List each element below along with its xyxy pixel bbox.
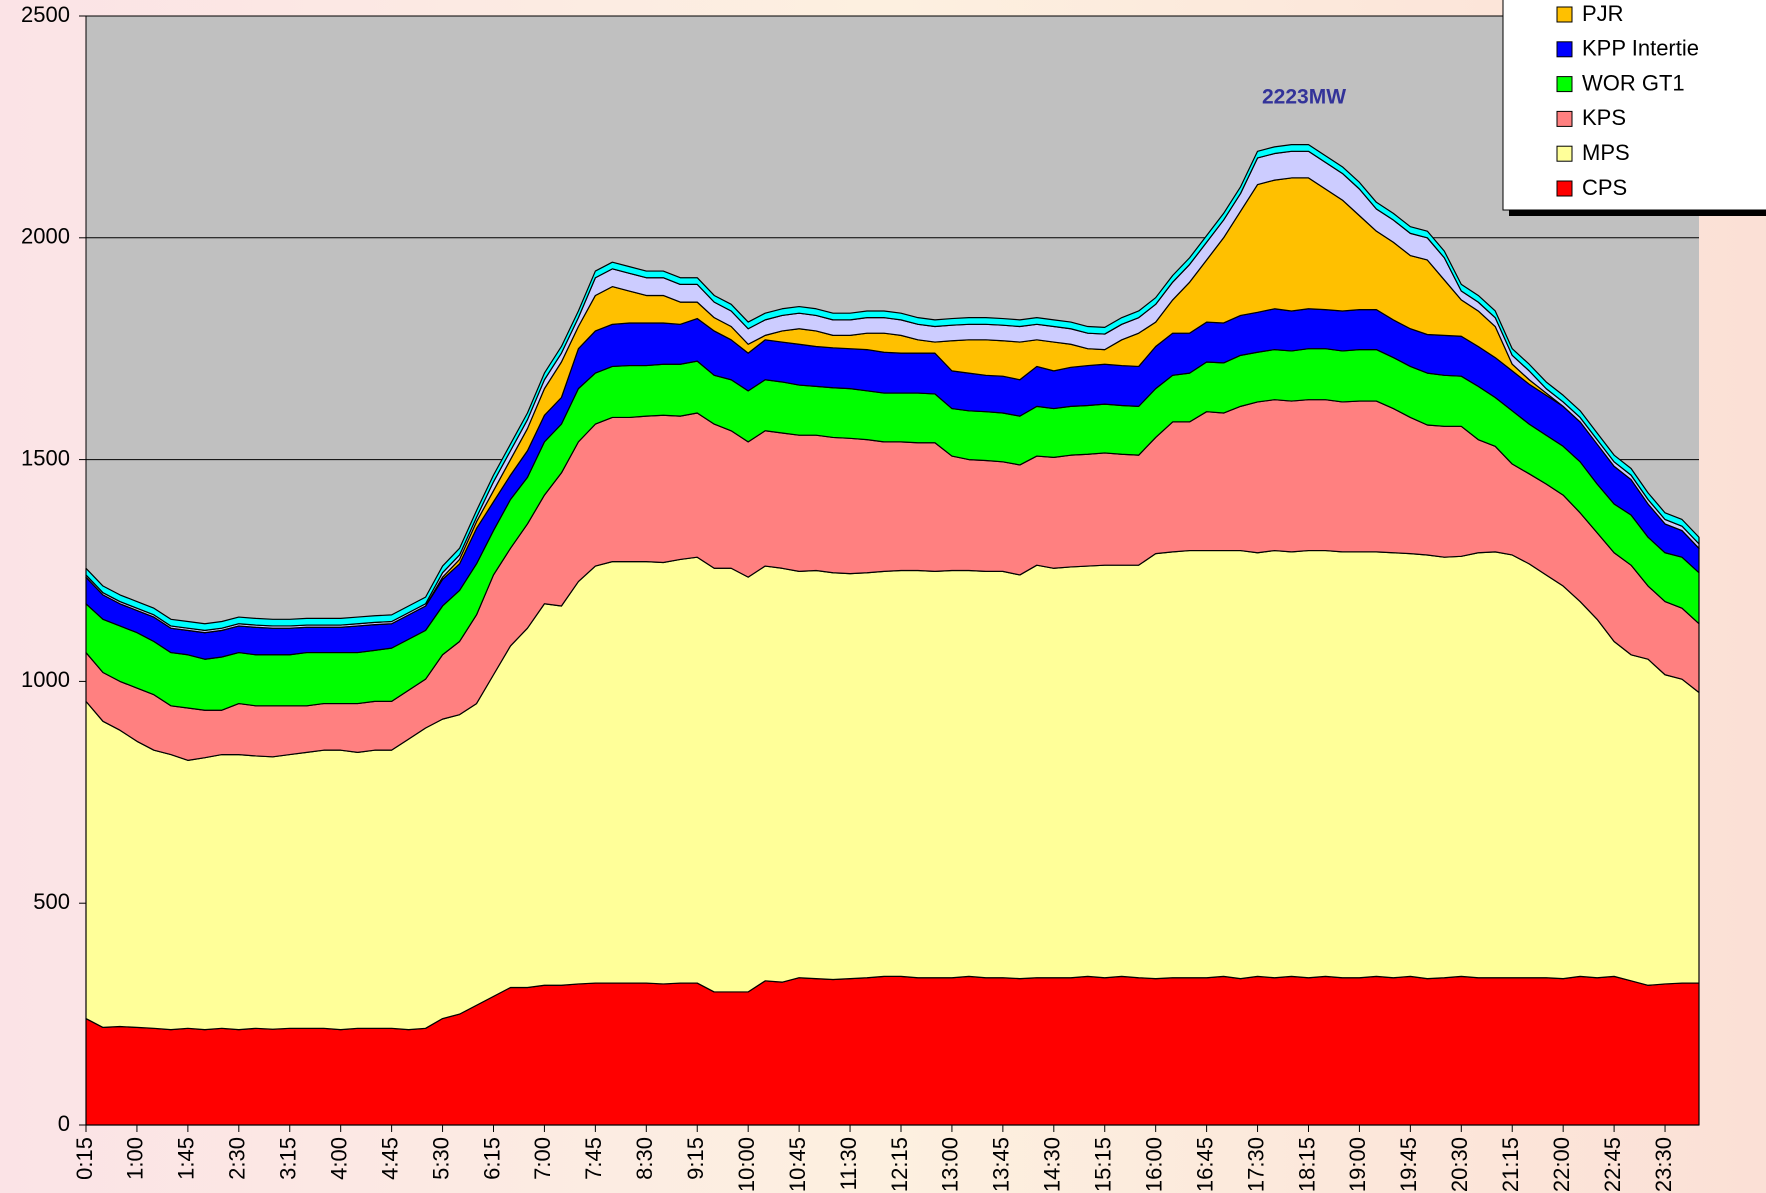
x-tick-label: 12:15 (887, 1137, 912, 1192)
x-tick-label: 17:30 (1243, 1137, 1268, 1192)
x-tick-label: 18:15 (1294, 1137, 1319, 1192)
legend-swatch (1556, 145, 1573, 162)
legend-label: CPS (1582, 175, 1627, 200)
x-tick-label: 8:30 (632, 1137, 657, 1180)
x-tick-label: 11:30 (836, 1137, 861, 1190)
x-tick-label: 19:00 (1345, 1137, 1370, 1192)
legend-swatch (1556, 76, 1573, 93)
x-tick-label: 1:45 (174, 1137, 199, 1180)
legend-label: KPP Intertie (1582, 36, 1699, 61)
x-tick-label: 4:45 (377, 1137, 402, 1180)
y-tick-label: 2500 (21, 2, 70, 27)
y-tick-label: 500 (33, 889, 70, 914)
x-tick-label: 23:30 (1651, 1137, 1676, 1192)
x-tick-label: 7:45 (581, 1137, 606, 1180)
legend-swatch (1556, 180, 1573, 197)
legend-swatch (1556, 6, 1573, 23)
y-tick-label: 2000 (21, 224, 70, 249)
x-tick-label: 3:15 (276, 1137, 301, 1180)
area (85, 144, 1700, 631)
x-tick-label: 2:30 (225, 1137, 250, 1180)
x-tick-label: 13:00 (938, 1137, 963, 1192)
legend-swatch (1556, 41, 1573, 58)
y-tick-label: 1500 (21, 445, 70, 470)
x-tick-label: 7:00 (530, 1137, 555, 1180)
x-tick-label: 13:45 (989, 1137, 1014, 1192)
x-tick-label: 22:00 (1549, 1137, 1574, 1192)
x-tick-label: 16:00 (1141, 1137, 1166, 1192)
x-tick-label: 15:15 (1091, 1137, 1116, 1192)
x-tick-label: 14:30 (1040, 1137, 1065, 1192)
y-tick-label: 0 (58, 1111, 70, 1136)
x-tick-label: 10:00 (734, 1137, 759, 1192)
legend-label: WOR GT1 (1582, 70, 1685, 95)
legend-label: MPS (1582, 140, 1630, 165)
legend-swatch (1556, 110, 1573, 127)
legend-label: KPS (1582, 105, 1626, 130)
x-tick-label: 6:15 (479, 1137, 504, 1180)
x-tick-label: 9:15 (683, 1137, 708, 1180)
y-tick-label: 1000 (21, 667, 70, 692)
annotation: 2223MW (1262, 86, 1346, 109)
x-tick-label: 4:00 (326, 1137, 351, 1180)
x-tick-label: 10:45 (785, 1137, 810, 1192)
legend (1502, 0, 1766, 211)
x-tick-label: 19:45 (1396, 1137, 1421, 1192)
x-tick-label: 0:15 (72, 1137, 97, 1180)
x-tick-label: 21:15 (1498, 1137, 1523, 1192)
x-tick-label: 1:00 (123, 1137, 148, 1180)
legend-label: PJR (1582, 1, 1624, 26)
x-tick-label: 16:45 (1192, 1137, 1217, 1192)
x-tick-label: 22:45 (1600, 1137, 1625, 1192)
x-tick-label: 20:30 (1447, 1137, 1472, 1192)
x-tick-label: 5:30 (428, 1137, 453, 1180)
